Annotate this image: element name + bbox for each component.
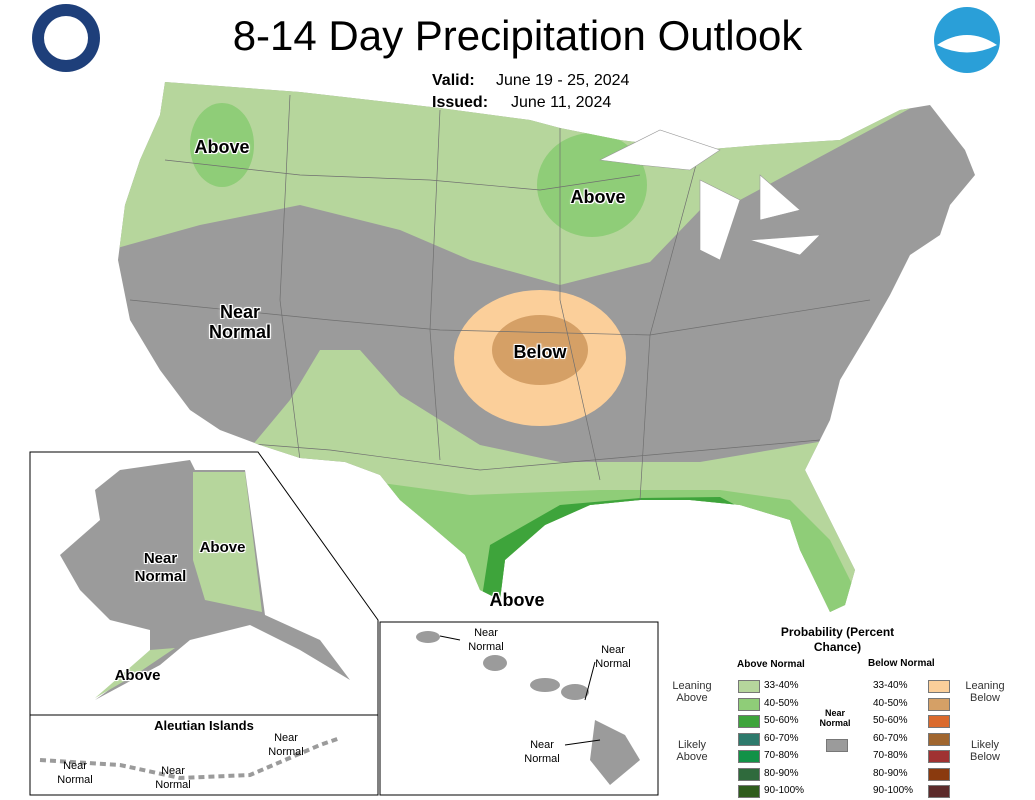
leaning-above-region (193, 472, 262, 612)
legend-swatch (738, 732, 760, 746)
legend-heading: Below Normal (868, 658, 935, 669)
legend-heading: Above Normal (737, 659, 805, 670)
legend-label: 80-90% (764, 767, 799, 779)
legend-group: Near Normal (819, 708, 851, 728)
legend-group: Leaning Below (965, 680, 1005, 704)
noaa-gull (937, 35, 997, 53)
aleutian-title: Aleutian Islands (154, 718, 254, 733)
legend-group: Likely Above (676, 739, 708, 763)
valid-dates: June 19 - 25, 2024 (496, 72, 630, 89)
legend-label: 40-50% (873, 697, 908, 709)
region-label: Near Normal (155, 765, 191, 791)
region-label: Near Normal (524, 739, 560, 765)
issued-label: Issued: (432, 94, 489, 111)
region-label: Near Normal (208, 302, 271, 342)
callout-lines (439, 635, 601, 746)
legend-label: 80-90% (873, 767, 908, 779)
legend-swatch (928, 750, 950, 763)
legend-label: 33-40% (873, 680, 908, 691)
legend-swatch (928, 767, 950, 781)
legend-swatch (928, 697, 950, 711)
region-label: Above (199, 539, 246, 556)
legend-group: Leaning Above (672, 680, 712, 704)
region-label: Above (489, 590, 545, 610)
doc-logo-inner (44, 16, 88, 60)
region-label: Above (570, 187, 626, 207)
leaning-above-region (95, 648, 175, 698)
legend-swatch (738, 750, 760, 763)
region-label: Above (114, 667, 161, 684)
great-lakes (598, 129, 821, 261)
hawaii-islands (416, 631, 640, 785)
legend-group: Likely Below (970, 739, 1000, 763)
region-label: Near Normal (268, 732, 304, 758)
region-label: Near Normal (134, 550, 187, 585)
legend-label: 50-60% (873, 715, 908, 726)
legend-swatch (928, 715, 950, 728)
legend-swatch (928, 785, 950, 798)
legend-label: 33-40% (764, 680, 799, 691)
region-label: Near Normal (595, 644, 631, 670)
legend-swatch (826, 739, 848, 752)
legend-title: Probability (Percent Chance) (780, 625, 895, 654)
title: 8-14 Day Precipitation Outlook (232, 12, 803, 59)
legend-swatch (738, 785, 760, 798)
legend-swatch (738, 715, 760, 728)
legend-swatch (928, 680, 950, 693)
legend-swatch (928, 732, 950, 746)
aleutian-islands (39, 736, 341, 781)
above-region (190, 103, 254, 187)
region-label: Above (194, 137, 250, 157)
legend-label: 60-70% (764, 732, 799, 744)
legend-label: 90-100% (764, 785, 805, 796)
region-label: Near Normal (468, 627, 504, 653)
legend-label: 90-100% (873, 785, 914, 796)
state-borders (129, 94, 871, 501)
legend-swatch (738, 697, 760, 711)
legend-label: 60-70% (873, 732, 908, 744)
aleutian-inset (29, 714, 379, 796)
issued-date: June 11, 2024 (511, 94, 612, 111)
legend-label: 40-50% (764, 697, 799, 709)
legend-label: 70-80% (764, 750, 799, 761)
legend-label: 50-60% (764, 715, 799, 726)
legend-label: 70-80% (873, 750, 908, 761)
below-region (492, 315, 588, 385)
region-label: Below (513, 342, 567, 362)
valid-label: Valid: (432, 72, 475, 89)
region-label: Near Normal (57, 760, 93, 786)
legend-swatch (738, 680, 760, 693)
legend-swatch (738, 767, 760, 781)
